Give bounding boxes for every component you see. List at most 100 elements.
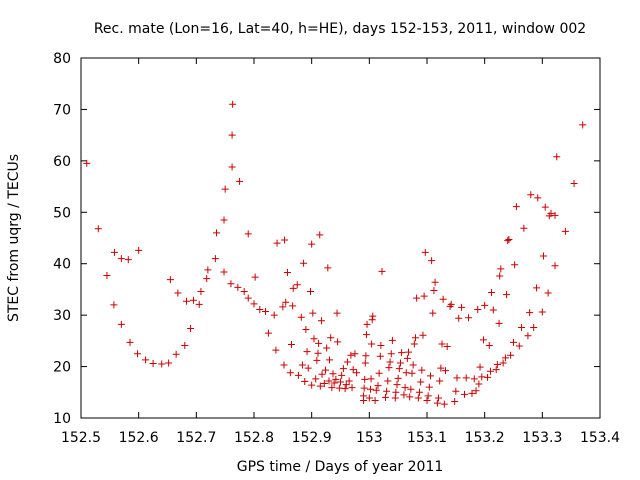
data-point xyxy=(270,311,278,319)
data-point xyxy=(472,387,480,395)
data-point xyxy=(435,394,443,402)
data-point xyxy=(375,369,383,377)
data-point xyxy=(303,348,311,356)
data-point xyxy=(342,381,350,389)
data-point xyxy=(316,382,324,390)
data-points xyxy=(83,100,587,408)
data-point xyxy=(330,379,338,387)
data-point xyxy=(530,323,538,331)
data-point xyxy=(337,378,344,386)
y-tick-label: 40 xyxy=(53,257,71,273)
data-point xyxy=(181,341,189,349)
data-point xyxy=(384,377,392,385)
data-point xyxy=(419,331,427,339)
data-point xyxy=(468,389,476,397)
data-point xyxy=(287,340,295,348)
x-tick-label: 153.1 xyxy=(407,430,447,446)
x-tick-label: 153.3 xyxy=(522,430,562,446)
data-point xyxy=(551,262,559,270)
data-point xyxy=(504,237,512,245)
data-point xyxy=(349,366,357,374)
data-point xyxy=(539,252,547,260)
data-point xyxy=(493,361,501,369)
data-point xyxy=(334,338,342,346)
data-point xyxy=(333,309,341,317)
data-point xyxy=(474,305,482,313)
data-point xyxy=(431,278,439,286)
data-point xyxy=(534,194,542,202)
data-point xyxy=(314,349,322,357)
data-point xyxy=(365,394,373,402)
data-point xyxy=(443,343,451,351)
data-point xyxy=(228,131,236,139)
data-point xyxy=(451,398,459,406)
data-point xyxy=(499,359,507,367)
data-point xyxy=(453,374,461,382)
data-point xyxy=(547,209,555,217)
data-point xyxy=(481,301,489,309)
data-point xyxy=(308,381,316,389)
data-point xyxy=(485,341,493,349)
data-point xyxy=(424,392,432,400)
data-point xyxy=(484,373,492,381)
data-point xyxy=(441,367,449,375)
data-point xyxy=(134,350,142,358)
data-point xyxy=(553,153,561,161)
data-point xyxy=(103,272,111,280)
data-point xyxy=(301,377,309,385)
data-point xyxy=(496,272,504,280)
data-point xyxy=(117,320,125,328)
data-point xyxy=(377,341,385,349)
data-point xyxy=(315,339,323,347)
data-point xyxy=(495,319,503,327)
data-point xyxy=(117,255,125,263)
data-point xyxy=(426,372,434,380)
data-point xyxy=(126,338,134,346)
data-point xyxy=(343,358,351,366)
data-point xyxy=(325,377,333,385)
y-tick-label: 20 xyxy=(53,360,71,376)
data-point xyxy=(289,302,297,310)
data-point xyxy=(423,397,431,405)
data-point xyxy=(460,390,468,398)
data-point xyxy=(475,380,483,388)
data-point xyxy=(227,280,235,288)
data-point xyxy=(297,313,305,321)
x-tick-label: 153.2 xyxy=(465,430,505,446)
data-point xyxy=(228,163,236,171)
data-point xyxy=(187,325,195,333)
y-tick-label: 80 xyxy=(53,51,71,67)
data-point xyxy=(395,365,403,373)
data-point xyxy=(376,352,384,360)
data-point xyxy=(339,365,347,373)
data-point xyxy=(221,185,229,193)
data-point xyxy=(497,265,505,273)
data-point xyxy=(385,364,393,372)
data-point xyxy=(316,231,324,239)
data-point xyxy=(458,303,466,311)
data-point xyxy=(387,350,395,358)
data-point xyxy=(417,378,425,386)
x-tick-label: 153 xyxy=(356,430,383,446)
data-point xyxy=(332,375,340,383)
data-point xyxy=(189,296,197,304)
data-point xyxy=(381,393,389,401)
data-point xyxy=(455,314,463,322)
data-point xyxy=(425,383,433,391)
data-point xyxy=(505,236,513,244)
data-point xyxy=(320,380,328,388)
data-point xyxy=(298,361,306,369)
data-point xyxy=(394,374,402,382)
data-point xyxy=(414,394,422,402)
data-point xyxy=(300,259,308,267)
data-point xyxy=(94,225,102,233)
data-point xyxy=(388,336,396,344)
data-point xyxy=(341,385,349,393)
data-point xyxy=(310,335,318,343)
data-point xyxy=(220,268,228,276)
data-point xyxy=(386,358,394,366)
data-point xyxy=(429,309,437,317)
data-point xyxy=(561,227,569,235)
data-point xyxy=(480,336,488,344)
